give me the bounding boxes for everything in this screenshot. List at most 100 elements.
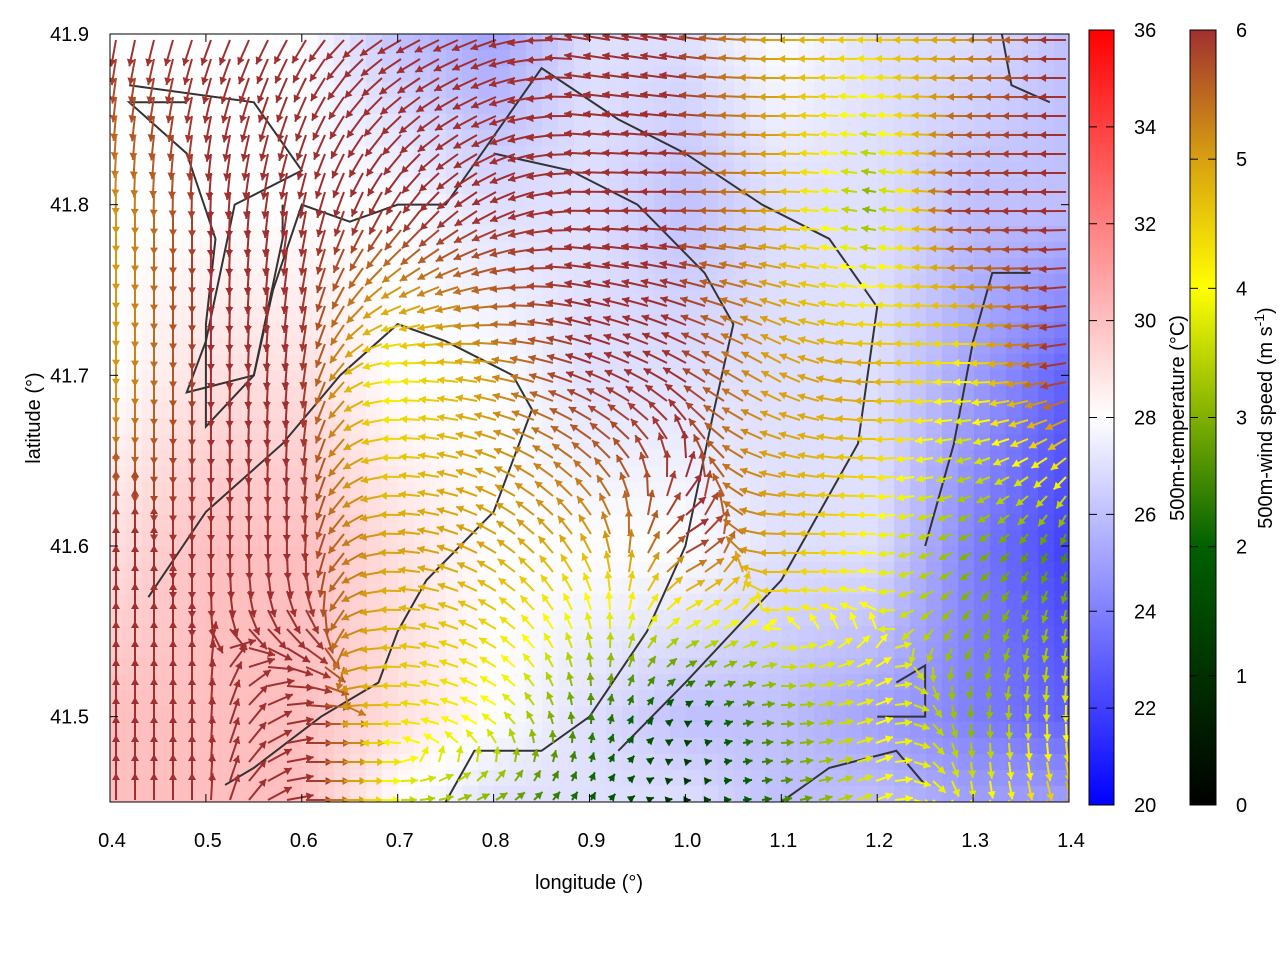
heatmap-cell bbox=[990, 98, 1007, 115]
heatmap-cell bbox=[878, 210, 895, 227]
heatmap-cell bbox=[110, 786, 127, 803]
heatmap-cell bbox=[574, 578, 591, 595]
heatmap-cell bbox=[798, 34, 815, 51]
heatmap-cell bbox=[798, 130, 815, 147]
heatmap-cell bbox=[1038, 290, 1055, 307]
heatmap-cell bbox=[1038, 34, 1055, 51]
heatmap-cell bbox=[526, 258, 543, 275]
heatmap-cell bbox=[366, 322, 383, 339]
heatmap-cell bbox=[1054, 306, 1071, 323]
heatmap-cell bbox=[558, 546, 575, 563]
heatmap-cell bbox=[622, 754, 639, 771]
heatmap-cell bbox=[1054, 706, 1071, 723]
heatmap-cell bbox=[766, 514, 783, 531]
heatmap-cell bbox=[862, 242, 879, 259]
heatmap-cell bbox=[830, 98, 847, 115]
heatmap-cell bbox=[1054, 210, 1071, 227]
heatmap-cell bbox=[110, 162, 127, 179]
heatmap-cell bbox=[718, 210, 735, 227]
heatmap-cell bbox=[1054, 450, 1071, 467]
heatmap-cell bbox=[382, 466, 399, 483]
heatmap-cell bbox=[206, 530, 223, 547]
heatmap-cell bbox=[574, 658, 591, 675]
heatmap-cell bbox=[174, 466, 191, 483]
heatmap-cell bbox=[1038, 738, 1055, 755]
heatmap-cell bbox=[638, 546, 655, 563]
heatmap-cell bbox=[174, 354, 191, 371]
heatmap-cell bbox=[926, 338, 943, 355]
heatmap-cell bbox=[990, 722, 1007, 739]
heatmap-cell bbox=[798, 450, 815, 467]
heatmap-cell bbox=[270, 498, 287, 515]
heatmap-cell bbox=[366, 530, 383, 547]
heatmap-cell bbox=[446, 546, 463, 563]
heatmap-cell bbox=[478, 754, 495, 771]
heatmap-cell bbox=[990, 194, 1007, 211]
heatmap-cell bbox=[862, 434, 879, 451]
heatmap-cell bbox=[910, 786, 927, 803]
heatmap-cell bbox=[478, 546, 495, 563]
heatmap-cell bbox=[942, 386, 959, 403]
heatmap-cell bbox=[1054, 226, 1071, 243]
heatmap-cell bbox=[974, 34, 991, 51]
heatmap-cell bbox=[270, 530, 287, 547]
heatmap-cell bbox=[990, 658, 1007, 675]
heatmap-cell bbox=[814, 626, 831, 643]
heatmap-cell bbox=[510, 754, 527, 771]
heatmap-cell bbox=[590, 626, 607, 643]
heatmap-cell bbox=[206, 562, 223, 579]
heatmap-cell bbox=[462, 530, 479, 547]
heatmap-cell bbox=[526, 226, 543, 243]
heatmap-cell bbox=[174, 610, 191, 627]
heatmap-cell bbox=[942, 370, 959, 387]
heatmap-cell bbox=[622, 626, 639, 643]
heatmap-cell bbox=[222, 34, 239, 51]
heatmap-cell bbox=[110, 690, 127, 707]
heatmap-cell bbox=[398, 514, 415, 531]
heatmap-cell bbox=[862, 466, 879, 483]
heatmap-cell bbox=[1054, 130, 1071, 147]
heatmap-cell bbox=[1054, 658, 1071, 675]
heatmap-cell bbox=[1054, 418, 1071, 435]
heatmap-cell bbox=[846, 402, 863, 419]
heatmap-cell bbox=[366, 690, 383, 707]
heatmap-cell bbox=[110, 482, 127, 499]
heatmap-cell bbox=[846, 242, 863, 259]
heatmap-cell bbox=[590, 482, 607, 499]
heatmap-cell bbox=[478, 290, 495, 307]
heatmap-cell bbox=[334, 770, 351, 787]
heatmap-cell bbox=[894, 370, 911, 387]
heatmap-cell bbox=[270, 562, 287, 579]
heatmap-cell bbox=[766, 162, 783, 179]
heatmap-cell bbox=[1006, 594, 1023, 611]
heatmap-cell bbox=[574, 722, 591, 739]
heatmap-cell bbox=[878, 562, 895, 579]
heatmap-cell bbox=[398, 466, 415, 483]
heatmap-cell bbox=[766, 130, 783, 147]
heatmap-cell bbox=[766, 674, 783, 691]
heatmap-cell bbox=[766, 706, 783, 723]
heatmap-cell bbox=[254, 594, 271, 611]
heatmap-cell bbox=[686, 98, 703, 115]
heatmap-cell bbox=[174, 338, 191, 355]
heatmap-cell bbox=[1054, 386, 1071, 403]
heatmap-cell bbox=[286, 354, 303, 371]
heatmap-cell bbox=[350, 34, 367, 51]
heatmap-cell bbox=[638, 642, 655, 659]
heatmap-cell bbox=[174, 434, 191, 451]
heatmap-cell bbox=[1006, 290, 1023, 307]
heatmap-cell bbox=[318, 34, 335, 51]
heatmap-cell bbox=[110, 514, 127, 531]
heatmap-cell bbox=[542, 98, 559, 115]
heatmap-cell bbox=[862, 34, 879, 51]
heatmap-cell bbox=[990, 706, 1007, 723]
heatmap-cell bbox=[606, 722, 623, 739]
heatmap-cell bbox=[1038, 770, 1055, 787]
heatmap-cell bbox=[398, 546, 415, 563]
heatmap-cell bbox=[142, 402, 159, 419]
heatmap-cell bbox=[430, 498, 447, 515]
heatmap-cell bbox=[798, 514, 815, 531]
heatmap-cell bbox=[878, 642, 895, 659]
